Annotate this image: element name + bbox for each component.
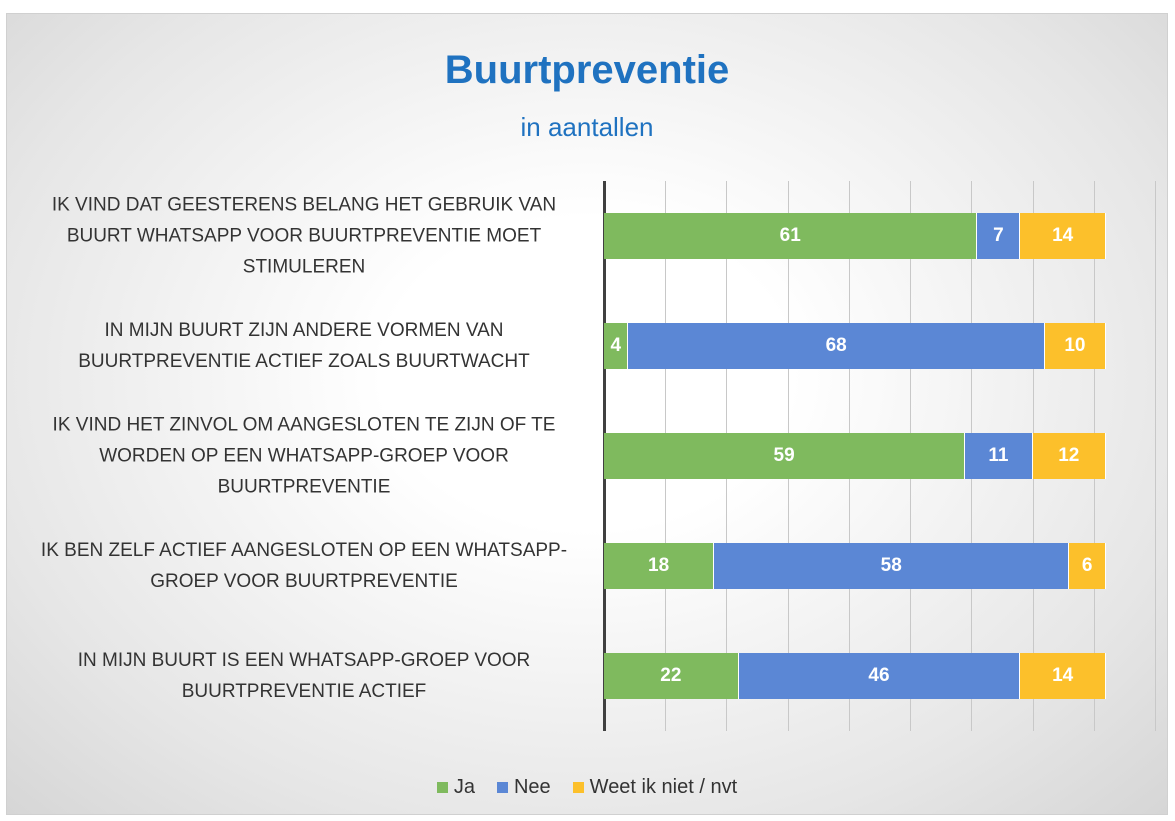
- category-label: IN MIJN BUURT IS EEN WHATSAPP-GROEP VOOR…: [77, 650, 531, 702]
- data-label: 11: [988, 445, 1009, 466]
- chart-subtitle: in aantallen: [520, 112, 654, 142]
- legend-label: Ja: [453, 776, 475, 798]
- bar-segment: 61: [604, 213, 978, 259]
- data-label: 18: [648, 555, 670, 576]
- bar-segment: 12: [1032, 433, 1106, 479]
- data-label: 59: [773, 445, 795, 466]
- bar-segment: 6: [1069, 543, 1106, 589]
- bar-segment: 18: [604, 543, 715, 589]
- data-label: 68: [825, 335, 847, 356]
- legend-item: Ja: [436, 776, 475, 799]
- category-label: IN MIJN BUURT ZIJN ANDERE VORMEN VAN BUU…: [78, 320, 530, 372]
- legend-swatch: [572, 782, 584, 793]
- legend-swatch: [436, 782, 448, 793]
- chart-title: Buurtpreventie: [444, 48, 730, 92]
- bar-segment: 11: [965, 433, 1033, 479]
- data-label: 22: [660, 665, 682, 686]
- grid-line: [1155, 181, 1156, 731]
- bar-segment: 14: [1020, 653, 1106, 699]
- data-label: 14: [1052, 665, 1074, 686]
- data-label: 6: [1081, 555, 1093, 576]
- data-label: 58: [880, 555, 902, 576]
- legend-label: Weet ik niet / nvt: [589, 776, 738, 798]
- bar-segment: 14: [1020, 213, 1106, 259]
- bar-segment: 4: [604, 323, 629, 369]
- category-label: IK VIND DAT GEESTERENS BELANG HET GEBRUI…: [51, 194, 557, 278]
- data-label: 4: [610, 335, 622, 356]
- data-label: 10: [1064, 335, 1086, 356]
- legend-swatch: [496, 782, 508, 793]
- category-label: IK VIND HET ZINVOL OM AANGESLOTEN TE ZIJ…: [52, 414, 556, 498]
- chart: Buurtpreventie in aantallen Ja Nee Weet ik…: [6, 13, 1168, 815]
- bar-segment: 59: [604, 433, 966, 479]
- bar-segment: 22: [604, 653, 739, 699]
- data-label: 7: [993, 225, 1004, 246]
- legend: Ja Nee Weet ik niet / nvt: [7, 776, 1167, 799]
- data-label: 12: [1058, 445, 1080, 466]
- category-label: IK BEN ZELF ACTIEF AANGESLOTEN OP EEN WH…: [40, 540, 568, 592]
- bar-segment: 68: [628, 323, 1045, 369]
- bar-segment: 10: [1044, 323, 1107, 369]
- bar-segment: 58: [714, 543, 1070, 589]
- legend-item: Weet ik niet / nvt: [572, 776, 738, 799]
- bar-segment: 46: [738, 653, 1021, 699]
- data-label: 61: [779, 225, 801, 246]
- bar-segment: 7: [977, 213, 1021, 259]
- data-label: 46: [868, 665, 890, 686]
- legend-item: Nee: [496, 776, 551, 799]
- data-label: 14: [1052, 225, 1074, 246]
- legend-label: Nee: [513, 776, 551, 798]
